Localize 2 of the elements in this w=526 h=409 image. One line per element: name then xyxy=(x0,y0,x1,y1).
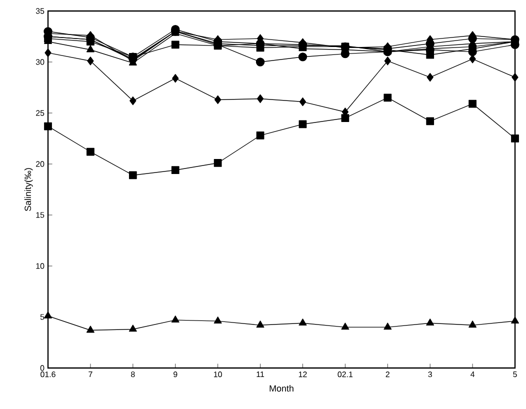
x-axis-title: Month xyxy=(270,385,294,392)
y-axis-title: Salinity(‰) xyxy=(24,168,33,212)
